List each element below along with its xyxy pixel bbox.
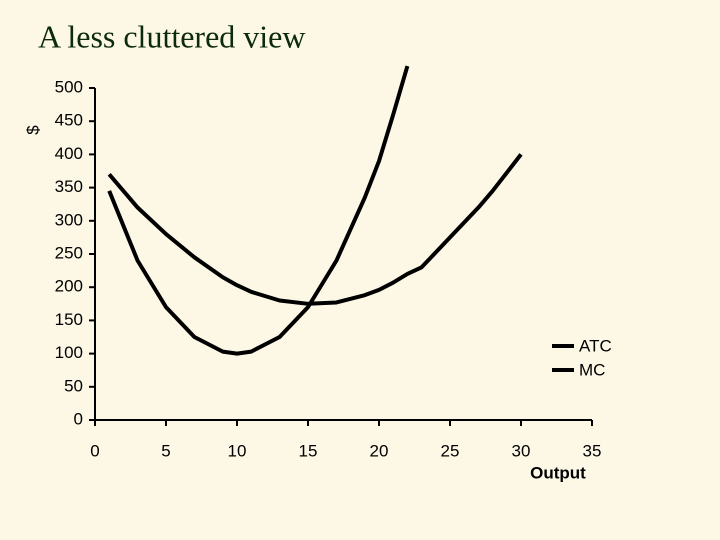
line-series — [107, 65, 410, 356]
x-tick-label: 5 — [161, 441, 170, 460]
y-tick-label: 300 — [55, 210, 83, 229]
x-tick-label: 20 — [370, 441, 389, 460]
y-tick-label: 0 — [74, 409, 83, 428]
y-tick-label: 150 — [55, 310, 83, 329]
y-axis-label: $ — [23, 125, 42, 135]
y-tick-label: 200 — [55, 277, 83, 296]
x-tick-label: 0 — [90, 441, 99, 460]
legend-label: MC — [579, 360, 605, 379]
y-tick-label: 350 — [55, 177, 83, 196]
legend-label: ATC — [579, 336, 612, 355]
y-tick-label: 400 — [55, 144, 83, 163]
y-tick-label: 50 — [64, 376, 83, 395]
line-series — [107, 153, 523, 306]
chart-title: A less cluttered view — [38, 18, 305, 54]
y-tick-label: 450 — [55, 111, 83, 130]
x-axis-label: Output — [530, 463, 586, 482]
y-tick-label: 500 — [55, 77, 83, 96]
y-tick-label: 250 — [55, 243, 83, 262]
x-tick-label: 10 — [228, 441, 247, 460]
x-tick-label: 30 — [512, 441, 531, 460]
y-tick-label: 100 — [55, 343, 83, 362]
x-tick-label: 35 — [583, 441, 602, 460]
x-tick-label: 15 — [299, 441, 318, 460]
x-tick-label: 25 — [441, 441, 460, 460]
